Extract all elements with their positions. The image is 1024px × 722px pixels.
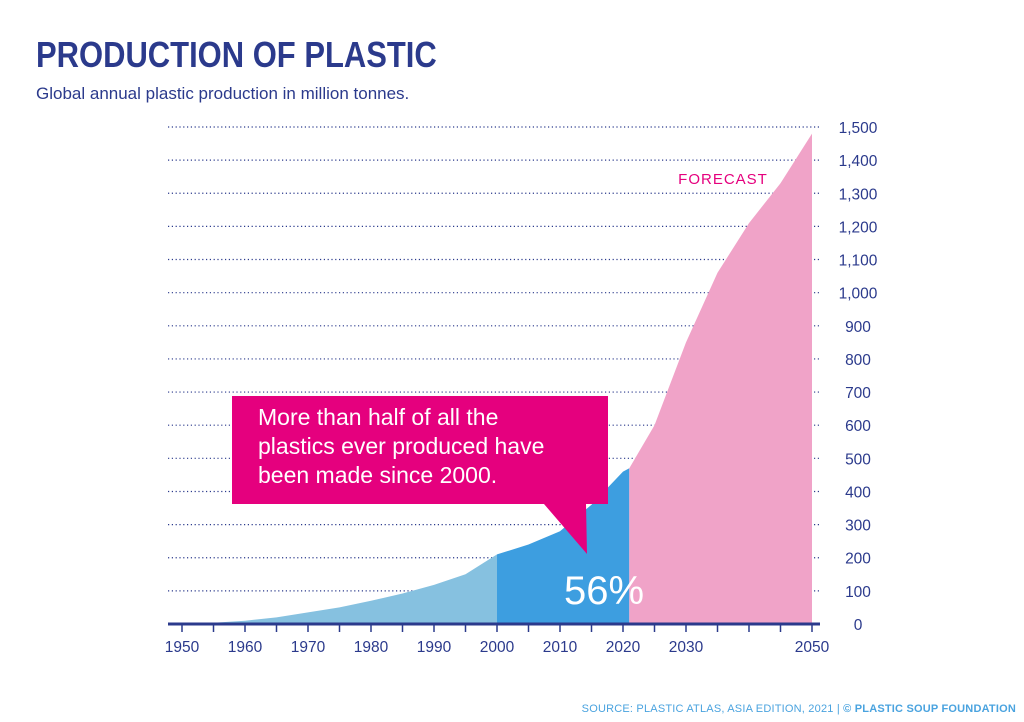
x-tick-label: 2020 [606, 639, 641, 656]
x-tick-label: 2030 [669, 639, 704, 656]
source-separator: | [836, 703, 840, 715]
y-tick-label: 1,200 [839, 219, 878, 236]
area-forecast [629, 133, 812, 624]
source-text: SOURCE: PLASTIC ATLAS, ASIA EDITION, 202… [581, 703, 834, 715]
callout-box [232, 396, 608, 554]
source-credit: SOURCE: PLASTIC ATLAS, ASIA EDITION, 202… [582, 703, 1016, 715]
share-label: 56% [564, 569, 644, 613]
y-tick-label: 200 [845, 551, 871, 568]
area-segments [182, 133, 812, 624]
callout-group: More than half of all the plastics ever p… [232, 396, 608, 554]
y-tick-label: 1,000 [839, 286, 878, 303]
y-tick-label: 500 [845, 451, 871, 468]
callout-text-line: been made since 2000. [258, 462, 497, 488]
forecast-label: FORECAST [678, 171, 768, 188]
y-tick-label: 1,500 [839, 120, 878, 137]
y-tick-labels: 0 100 200 300 400 500 600 700 800 900 1,000 1,100 1,… [839, 120, 878, 634]
y-tick-label: 300 [845, 518, 871, 535]
y-tick-label: 1,300 [839, 186, 878, 203]
area-before-2000 [182, 554, 497, 624]
x-axis [168, 622, 820, 632]
x-tick-label: 1980 [354, 639, 389, 656]
y-tick-label: 800 [845, 352, 871, 369]
y-tick-label: 900 [845, 319, 871, 336]
x-tick-label: 1950 [165, 639, 200, 656]
x-tick-label: 2050 [795, 639, 830, 656]
y-tick-label: 600 [845, 418, 871, 435]
x-tick-label: 1960 [228, 639, 263, 656]
y-tick-label: 0 [854, 617, 863, 634]
x-tick-label: 2000 [480, 639, 515, 656]
y-tick-label: 700 [845, 385, 871, 402]
chart-subtitle: Global annual plastic production in mill… [36, 84, 410, 103]
source-org: © PLASTIC SOUP FOUNDATION [843, 703, 1016, 715]
x-tick-label: 2010 [543, 639, 578, 656]
x-tick-label: 1990 [417, 639, 452, 656]
y-tick-label: 400 [845, 484, 871, 501]
y-tick-label: 1,100 [839, 253, 878, 270]
y-tick-label: 1,400 [839, 153, 878, 170]
callout-text-line: plastics ever produced have [258, 433, 544, 459]
x-tick-labels: 1950 1960 1970 1980 1990 2000 2010 2020 2030 2050 [165, 639, 830, 656]
x-tick-label: 1970 [291, 639, 326, 656]
y-tick-label: 100 [845, 584, 871, 601]
area-2000-2021 [497, 468, 630, 624]
chart-title: PRODUCTION OF PLASTIC [36, 34, 437, 75]
callout-text-line: More than half of all the [258, 404, 498, 430]
